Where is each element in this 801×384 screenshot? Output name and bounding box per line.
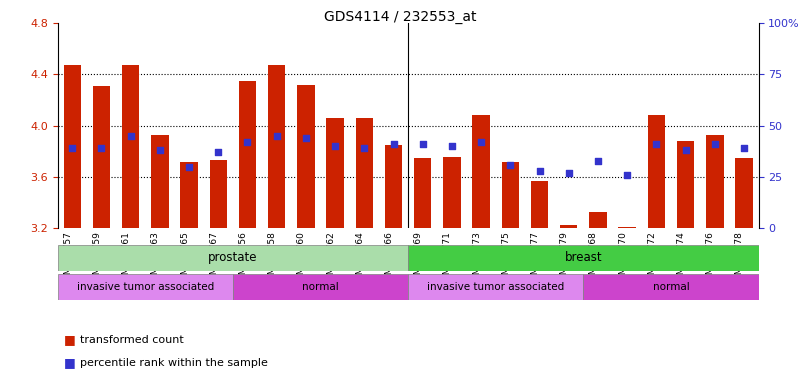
Bar — [706, 135, 723, 228]
Bar — [268, 65, 285, 228]
Bar — [58, 274, 233, 300]
Bar — [233, 274, 408, 300]
Bar — [356, 118, 373, 228]
Bar — [326, 118, 344, 228]
Point — [358, 145, 371, 151]
Bar — [677, 141, 694, 228]
Bar — [473, 116, 490, 228]
Point — [387, 141, 400, 147]
Point — [591, 157, 604, 164]
Point — [562, 170, 575, 176]
Point — [708, 141, 721, 147]
Point — [475, 139, 488, 145]
Point — [300, 135, 312, 141]
Point — [124, 133, 137, 139]
Point — [679, 147, 692, 154]
Point — [212, 149, 225, 156]
Bar — [297, 85, 315, 228]
Point — [621, 172, 634, 178]
Point — [445, 143, 458, 149]
Text: invasive tumor associated: invasive tumor associated — [77, 282, 214, 292]
Bar — [210, 161, 227, 228]
Bar — [63, 65, 81, 228]
Point — [738, 145, 751, 151]
Bar — [384, 145, 402, 228]
Point — [504, 162, 517, 168]
Bar — [180, 162, 198, 228]
Point — [270, 133, 283, 139]
Bar — [414, 158, 432, 228]
Point — [241, 139, 254, 145]
Bar — [408, 245, 759, 271]
Bar — [735, 158, 753, 228]
Text: ■: ■ — [64, 356, 76, 369]
Bar — [93, 86, 111, 228]
Text: GDS4114 / 232553_at: GDS4114 / 232553_at — [324, 10, 477, 23]
Bar — [239, 81, 256, 228]
Bar — [647, 116, 665, 228]
Bar — [560, 225, 578, 228]
Text: ■: ■ — [64, 333, 76, 346]
Bar — [151, 135, 169, 228]
Bar — [531, 181, 548, 228]
Text: transformed count: transformed count — [80, 335, 184, 345]
Point — [533, 168, 546, 174]
Text: normal: normal — [302, 282, 339, 292]
Text: normal: normal — [653, 282, 690, 292]
Point — [650, 141, 662, 147]
Bar — [408, 274, 583, 300]
Bar — [443, 157, 461, 228]
Point — [95, 145, 108, 151]
Point — [328, 143, 341, 149]
Bar — [590, 212, 606, 228]
Bar — [501, 162, 519, 228]
Point — [66, 145, 78, 151]
Text: breast: breast — [565, 251, 602, 264]
Bar — [583, 274, 759, 300]
Bar — [58, 245, 408, 271]
Bar — [618, 227, 636, 228]
Point — [417, 141, 429, 147]
Text: invasive tumor associated: invasive tumor associated — [427, 282, 565, 292]
Bar — [122, 65, 139, 228]
Text: percentile rank within the sample: percentile rank within the sample — [80, 358, 268, 368]
Point — [183, 164, 195, 170]
Point — [154, 147, 167, 154]
Text: prostate: prostate — [208, 251, 258, 264]
